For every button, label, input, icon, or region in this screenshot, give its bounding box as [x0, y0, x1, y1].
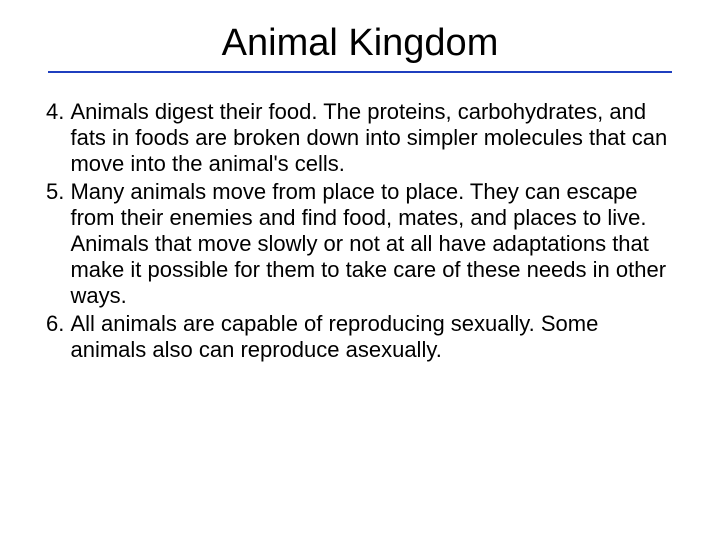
list-item: 5. Many animals move from place to place… [46, 179, 674, 309]
title-underline [48, 71, 672, 73]
item-text: Animals digest their food. The proteins,… [70, 99, 674, 177]
item-text: Many animals move from place to place. T… [70, 179, 674, 309]
slide-title: Animal Kingdom [0, 0, 720, 71]
item-number: 4. [46, 99, 70, 177]
slide: Animal Kingdom 4. Animals digest their f… [0, 0, 720, 540]
list-item: 6. All animals are capable of reproducin… [46, 311, 674, 363]
item-text: All animals are capable of reproducing s… [70, 311, 674, 363]
item-number: 5. [46, 179, 70, 309]
item-number: 6. [46, 311, 70, 363]
list-item: 4. Animals digest their food. The protei… [46, 99, 674, 177]
slide-body: 4. Animals digest their food. The protei… [0, 99, 720, 363]
